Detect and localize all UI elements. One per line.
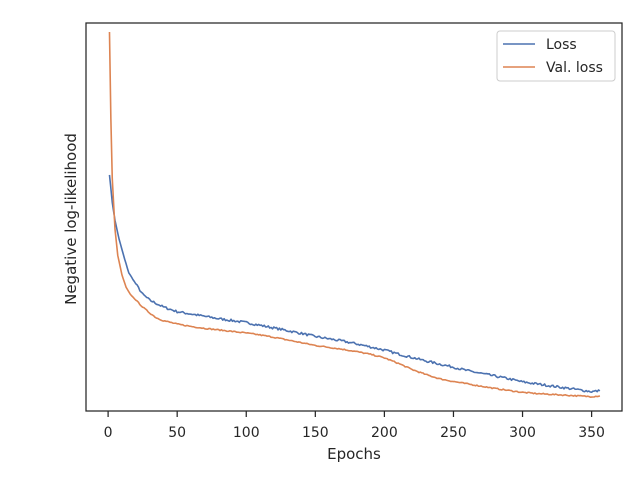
legend: Loss Val. loss bbox=[496, 30, 616, 82]
y-axis-label: Negative log-likelihood bbox=[62, 133, 80, 305]
x-tick-label: 150 bbox=[302, 425, 329, 441]
loss-series-line bbox=[108, 174, 601, 394]
legend-label-loss: Loss bbox=[546, 37, 577, 53]
x-axis-label: Epochs bbox=[327, 445, 381, 463]
x-tick-label: 300 bbox=[509, 425, 536, 441]
x-tick-label: 200 bbox=[371, 425, 398, 441]
legend-label-val-loss: Val. loss bbox=[546, 60, 603, 76]
plot-lines bbox=[108, 32, 601, 398]
x-tick-label: 350 bbox=[578, 425, 605, 441]
val-loss-series-line bbox=[108, 32, 601, 398]
x-tick-label: 0 bbox=[104, 425, 113, 441]
x-axis-ticks: 0 50 100 150 200 250 300 350 bbox=[104, 411, 605, 441]
x-tick-label: 250 bbox=[440, 425, 467, 441]
x-tick-label: 50 bbox=[168, 425, 186, 441]
x-tick-label: 100 bbox=[233, 425, 260, 441]
plot-frame bbox=[85, 22, 623, 412]
